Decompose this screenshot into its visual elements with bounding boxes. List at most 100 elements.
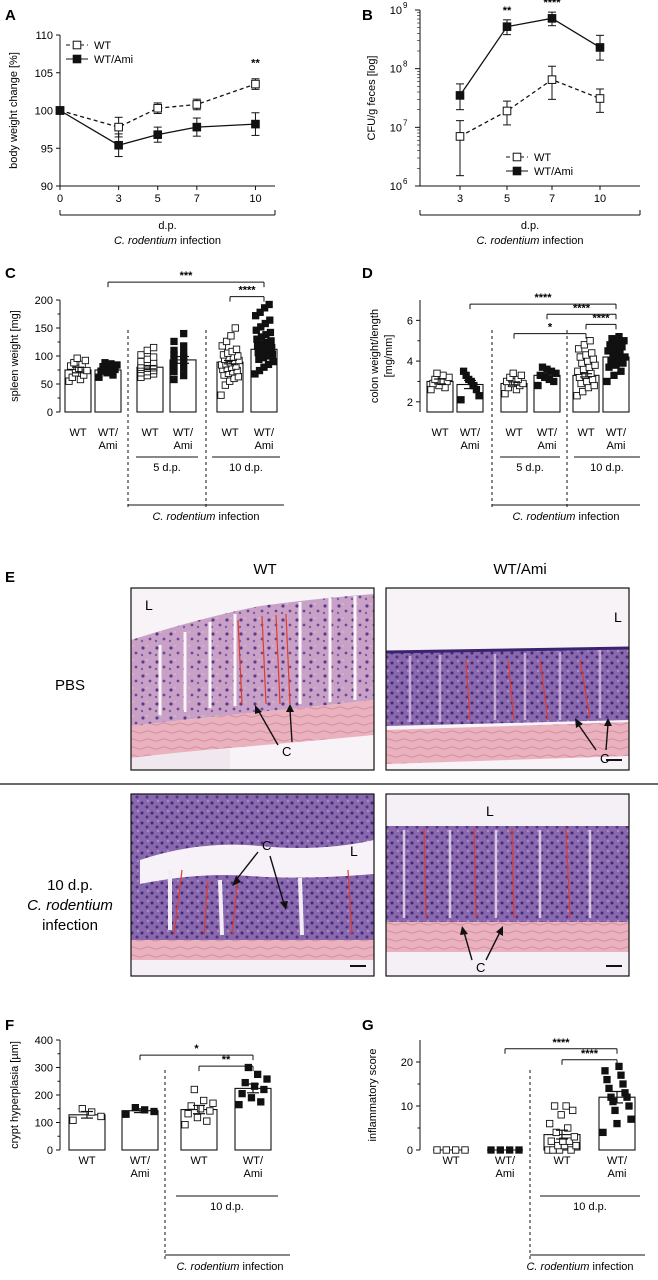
- sig-label-1: ****: [238, 285, 256, 297]
- panel-letter-b: B: [362, 7, 373, 24]
- group-label-3: WT/: [607, 1155, 628, 1167]
- data-point-g4-20: [574, 345, 583, 353]
- data-point-g2-10: [517, 371, 526, 379]
- data-point-s0-1: [114, 122, 123, 132]
- data-point-s1-3: [595, 43, 605, 52]
- dp-label-0: 5 d.p.: [153, 462, 181, 474]
- data-point-s0-4: [251, 79, 260, 89]
- data-point-g2-3: [549, 1146, 557, 1154]
- x-tick-label-2: 7: [549, 193, 555, 205]
- data-point-g3-9: [244, 1063, 252, 1072]
- data-point-g4-13: [591, 361, 599, 369]
- sig-label-1: ****: [581, 1048, 599, 1060]
- data-point-g3-10: [619, 1080, 627, 1088]
- series-line-0: [59, 83, 256, 128]
- data-point-g3-6: [241, 1078, 249, 1087]
- x-tick-label-4: 10: [249, 193, 261, 205]
- group-label-2: WT: [553, 1155, 570, 1167]
- data-point-g3-9: [180, 348, 188, 357]
- y-tick-label-2: 20: [401, 1057, 413, 1069]
- y-tick-label-1: 10: [390, 122, 402, 134]
- data-point-g2-10: [570, 1133, 579, 1141]
- data-point-g3-11: [603, 1075, 611, 1084]
- x-tick-label-1: 3: [116, 193, 122, 205]
- y-axis-label: spleen weight [mg]: [9, 310, 21, 402]
- data-point-g1-0: [457, 396, 465, 404]
- series-line-0: [459, 78, 601, 137]
- data-point-g0-0: [427, 385, 435, 394]
- group-label-1-b: Ami: [461, 440, 480, 452]
- data-point-g2-1: [203, 1117, 211, 1125]
- group-label-3: WT/: [243, 1155, 264, 1167]
- data-point-g2-2: [193, 1113, 202, 1122]
- panel-e-histology: WT WT/Ami PBS 10 d.p. C. rodentium infec…: [0, 561, 658, 977]
- data-point-g0-1: [97, 1112, 105, 1121]
- histo-marker-l-1: L: [145, 597, 153, 613]
- group-label-2: WT: [190, 1155, 207, 1167]
- data-point-g3-7: [263, 1075, 271, 1083]
- data-point-g3-7: [607, 1093, 615, 1101]
- y-tick-label-0: 0: [407, 1145, 413, 1157]
- sig-label-2: ****: [592, 312, 610, 324]
- legend-label-0: WT: [94, 40, 111, 52]
- data-point-g2-9: [190, 1085, 198, 1094]
- data-point-g3-3: [238, 1089, 246, 1098]
- histo-marker-c-3: C: [262, 838, 271, 853]
- data-point-g1-8: [107, 360, 115, 368]
- x-tick-label-0: 3: [457, 193, 463, 205]
- histo-marker-c-2: C: [600, 751, 609, 766]
- group-label-1-b: Ami: [99, 440, 118, 452]
- y-tick-label-2: 100: [35, 351, 53, 363]
- data-point-g2-18: [137, 351, 145, 359]
- data-point-g5-18: [615, 333, 623, 341]
- data-point-g3-4: [170, 361, 178, 369]
- y-tick-label-0: 0: [47, 1145, 53, 1157]
- histo-image-wtami-pbs: L C: [385, 587, 630, 771]
- histo-col-wt: WT: [253, 561, 276, 578]
- data-point-g2-11: [509, 369, 517, 377]
- infection-label-a: C. rodentium infection: [114, 235, 221, 247]
- data-point-g5-11: [604, 347, 612, 355]
- x-tick-label-3: 7: [194, 193, 200, 205]
- data-point-g2-4: [206, 1107, 214, 1115]
- y-axis-label: body weight change [%]: [8, 52, 20, 169]
- data-point-g3-2: [627, 1115, 635, 1123]
- dp-label-0: 5 d.p.: [516, 462, 544, 474]
- dp-label-1: 10 d.p.: [590, 462, 624, 474]
- y-axis-label: CFU/g feces [log]: [366, 56, 378, 141]
- data-point-g0-10: [81, 356, 90, 365]
- sig-label-3: *: [548, 322, 553, 334]
- y-tick-label-0: 2: [407, 397, 413, 409]
- data-point-g1-3: [496, 1146, 504, 1154]
- data-point-g2-15: [137, 357, 145, 366]
- histo-marker-c-4: C: [476, 960, 485, 975]
- panel-letter-f: F: [5, 1017, 14, 1034]
- data-point-g2-12: [564, 1124, 572, 1132]
- data-point-g5-16: [620, 337, 628, 345]
- sig-label-0: ****: [552, 1037, 570, 1049]
- group-label-5-b: Ami: [607, 440, 626, 452]
- data-point-g3-12: [170, 337, 178, 346]
- data-point-g2-6: [554, 1141, 562, 1150]
- legend-marker-1: [72, 54, 82, 64]
- group-label-1: WT/: [98, 427, 119, 439]
- data-point-g2-0: [181, 1121, 189, 1129]
- data-point-g2-20: [149, 343, 158, 352]
- group-label-3-b: Ami: [608, 1168, 627, 1180]
- dp-label-1: 10 d.p.: [229, 462, 263, 474]
- chart-d-colon: 2 4 6 colon weight/length [mg/mm] WT WT/Ami WT W…: [369, 292, 640, 523]
- infection-label-g: C. rodentium infection: [526, 1261, 633, 1273]
- legend-marker-0: [72, 40, 82, 50]
- histo-row-pbs: PBS: [55, 677, 85, 694]
- data-point-g1-9: [101, 359, 109, 367]
- annotation-0: **: [251, 58, 260, 70]
- data-point-g2-16: [550, 1102, 559, 1110]
- group-label-2: WT: [505, 427, 522, 439]
- data-point-g2-3: [184, 1110, 192, 1118]
- data-point-g5-17: [608, 335, 616, 343]
- dp-label-0: 10 d.p.: [573, 1201, 607, 1213]
- data-point-g0-0: [433, 1146, 441, 1154]
- data-point-g1-0: [487, 1146, 495, 1154]
- data-point-g3-4: [260, 1085, 268, 1094]
- data-point-g1-0: [95, 373, 103, 381]
